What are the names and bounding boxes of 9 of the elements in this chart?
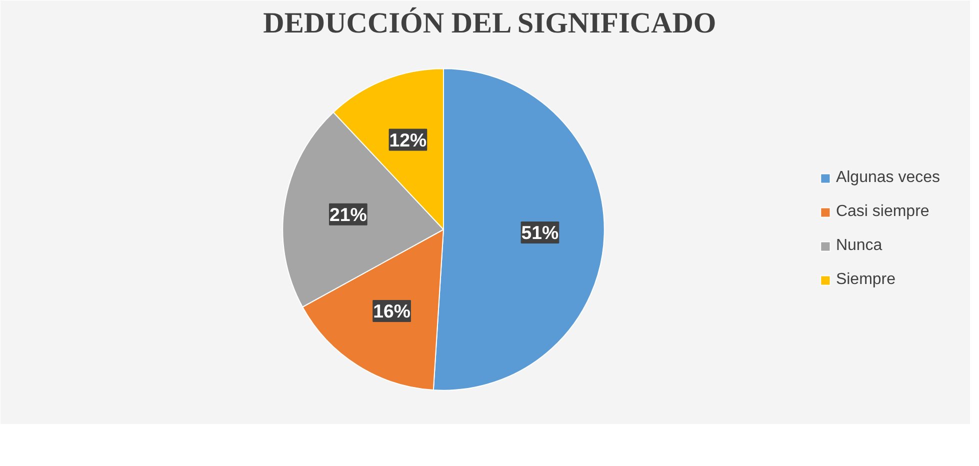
- legend-label: Casi siempre: [836, 203, 930, 221]
- data-label: 16%: [373, 300, 411, 322]
- legend-label: Siempre: [836, 271, 896, 289]
- legend-label: Algunas veces: [836, 169, 940, 187]
- chart-title: DEDUCCIÓN DEL SIGNIFICADO: [263, 6, 716, 40]
- data-label: 51%: [521, 222, 560, 244]
- data-label: 12%: [389, 129, 428, 150]
- data-label: 21%: [329, 204, 368, 225]
- legend-label: Nunca: [836, 237, 882, 255]
